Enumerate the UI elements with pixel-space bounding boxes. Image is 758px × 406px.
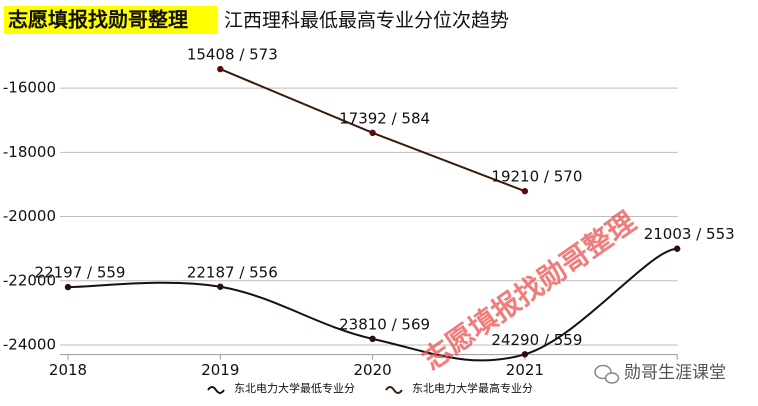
y-tick-label: -20000 (3, 207, 56, 225)
y-tick-label: -16000 (3, 79, 56, 97)
data-label: 19210 / 570 (491, 168, 582, 186)
data-point (674, 245, 681, 252)
data-label: 21003 / 553 (644, 225, 735, 243)
x-tick-label: 2018 (49, 361, 87, 379)
brand: 勋哥生涯课堂 (624, 363, 726, 383)
legend-label: 东北电力大学最高专业分 (412, 381, 533, 395)
chart-subtitle: 江西理科最低最高专业分位次趋势 (224, 10, 509, 32)
y-tick-label: -22000 (3, 271, 56, 289)
data-label: 22197 / 559 (35, 264, 126, 282)
watermark: 志愿填报找勋哥整理 (416, 205, 641, 377)
brand-icon (594, 364, 620, 384)
data-point (369, 335, 376, 343)
data-point (521, 187, 529, 195)
data-point (369, 129, 376, 137)
data-point (217, 283, 224, 290)
x-tick-label: 2019 (201, 361, 239, 379)
legend-symbol (207, 386, 225, 394)
data-point (64, 283, 72, 291)
x-tick-label: 2020 (354, 361, 392, 379)
data-label: 17392 / 584 (339, 109, 430, 127)
chart-title: 志愿填报找勋哥整理 (8, 8, 188, 32)
data-label: 24290 / 559 (491, 331, 582, 349)
y-tick-label: -18000 (3, 143, 56, 161)
data-label: 15408 / 573 (187, 46, 278, 64)
legend-label: 东北电力大学最低专业分 (234, 381, 355, 395)
data-label: 23810 / 569 (339, 315, 430, 333)
data-label: 22187 / 556 (187, 263, 278, 281)
legend-symbol (385, 386, 403, 394)
data-point (217, 65, 224, 73)
data-point (521, 351, 529, 358)
y-tick-label: -24000 (3, 335, 56, 353)
x-tick-label: 2021 (506, 361, 544, 379)
title-highlight (4, 6, 217, 34)
